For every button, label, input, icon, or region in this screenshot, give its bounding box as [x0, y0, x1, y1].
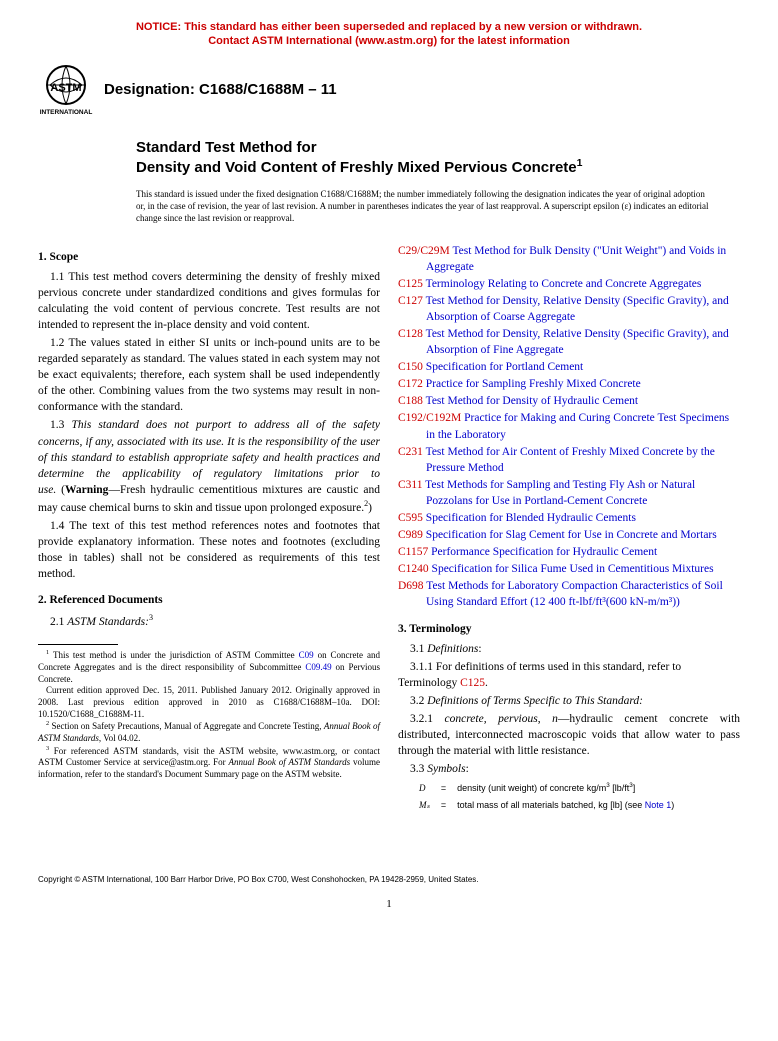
scope-heading: 1. Scope — [38, 249, 380, 265]
reference-entry: C150 Specification for Portland Cement — [398, 359, 740, 375]
symbol-row: D=density (unit weight) of concrete kg/m… — [418, 781, 682, 796]
reference-title[interactable]: Test Method for Density of Hydraulic Cem… — [426, 395, 639, 407]
term-3-1: 3.1 Definitions: — [398, 641, 740, 657]
reference-title[interactable]: Test Method for Density, Relative Densit… — [426, 328, 729, 356]
terminology-heading: 3. Terminology — [398, 621, 740, 637]
refdocs-heading: 2. Referenced Documents — [38, 592, 380, 608]
reference-entry: C989 Specification for Slag Cement for U… — [398, 527, 740, 543]
scope-1-1: 1.1 This test method covers determining … — [38, 269, 380, 333]
reference-code[interactable]: C1240 — [398, 563, 429, 575]
reference-code[interactable]: C989 — [398, 529, 423, 541]
issuance-note: This standard is issued under the fixed … — [136, 188, 740, 224]
reference-title[interactable]: Specification for Silica Fume Used in Ce… — [432, 563, 714, 575]
reference-title[interactable]: Specification for Blended Hydraulic Ceme… — [426, 512, 636, 524]
reference-code[interactable]: C1157 — [398, 546, 428, 558]
reference-code[interactable]: D698 — [398, 580, 424, 592]
reference-title[interactable]: Specification for Portland Cement — [426, 361, 583, 373]
reference-code[interactable]: C172 — [398, 378, 423, 390]
reference-entry: D698 Test Methods for Laboratory Compact… — [398, 578, 740, 610]
note-link[interactable]: Note 1 — [645, 800, 672, 810]
reference-entry: C231 Test Method for Air Content of Fres… — [398, 444, 740, 476]
astm-logo: ASTM INTERNATIONAL — [38, 63, 94, 117]
svg-text:INTERNATIONAL: INTERNATIONAL — [40, 109, 93, 116]
reference-title[interactable]: Test Methods for Laboratory Compaction C… — [426, 580, 723, 608]
title-main: Density and Void Content of Freshly Mixe… — [136, 157, 740, 178]
reference-entry: C595 Specification for Blended Hydraulic… — [398, 510, 740, 526]
reference-list: C29/C29M Test Method for Bulk Density ("… — [398, 243, 740, 611]
refdocs-2-1: 2.1 ASTM Standards:3 — [38, 612, 380, 630]
term-3-2: 3.2 Definitions of Terms Specific to Thi… — [398, 693, 740, 709]
reference-title[interactable]: Test Method for Bulk Density ("Unit Weig… — [426, 245, 726, 273]
symbols-table: D=density (unit weight) of concrete kg/m… — [416, 779, 684, 814]
reference-code[interactable]: C128 — [398, 328, 423, 340]
reference-entry: C127 Test Method for Density, Relative D… — [398, 293, 740, 325]
terminology-link[interactable]: C125 — [460, 677, 485, 689]
designation: Designation: C1688/C1688M – 11 — [104, 81, 337, 98]
reference-title[interactable]: Practice for Making and Curing Concrete … — [426, 412, 729, 440]
symbol-row: Mₛ=total mass of all materials batched, … — [418, 798, 682, 813]
reference-entry: C192/C192M Practice for Making and Curin… — [398, 410, 740, 442]
reference-entry: C188 Test Method for Density of Hydrauli… — [398, 393, 740, 409]
reference-code[interactable]: C311 — [398, 479, 423, 491]
term-3-3: 3.3 Symbols: — [398, 761, 740, 777]
footnote-1: 1 This test method is under the jurisdic… — [38, 649, 380, 685]
reference-code[interactable]: C231 — [398, 446, 423, 458]
body-columns: 1. Scope 1.1 This test method covers det… — [38, 243, 740, 815]
scope-1-2: 1.2 The values stated in either SI units… — [38, 335, 380, 415]
reference-title[interactable]: Terminology Relating to Concrete and Con… — [426, 278, 702, 290]
notice-line-1: NOTICE: This standard has either been su… — [136, 21, 642, 33]
supersession-notice: NOTICE: This standard has either been su… — [38, 20, 740, 49]
reference-code[interactable]: C29/C29M — [398, 245, 450, 257]
reference-entry: C172 Practice for Sampling Freshly Mixed… — [398, 376, 740, 392]
reference-code[interactable]: C127 — [398, 295, 423, 307]
notice-line-2: Contact ASTM International (www.astm.org… — [208, 35, 570, 47]
svg-text:ASTM: ASTM — [50, 82, 81, 94]
committee-link[interactable]: C09 — [299, 650, 314, 660]
title-prefix: Standard Test Method for — [136, 139, 740, 158]
reference-entry: C1240 Specification for Silica Fume Used… — [398, 561, 740, 577]
page: NOTICE: This standard has either been su… — [0, 0, 778, 930]
reference-entry: C128 Test Method for Density, Relative D… — [398, 326, 740, 358]
reference-title[interactable]: Test Methods for Sampling and Testing Fl… — [425, 479, 695, 507]
reference-entry: C311 Test Methods for Sampling and Testi… — [398, 477, 740, 509]
scope-1-4: 1.4 The text of this test method referen… — [38, 518, 380, 582]
reference-code[interactable]: C125 — [398, 278, 423, 290]
footnote-1-edition: Current edition approved Dec. 15, 2011. … — [38, 685, 380, 720]
page-number: 1 — [38, 898, 740, 910]
subcommittee-link[interactable]: C09.49 — [305, 662, 331, 672]
reference-entry: C125 Terminology Relating to Concrete an… — [398, 276, 740, 292]
reference-code[interactable]: C188 — [398, 395, 423, 407]
reference-title[interactable]: Performance Specification for Hydraulic … — [431, 546, 657, 558]
reference-title[interactable]: Specification for Slag Cement for Use in… — [426, 529, 717, 541]
header-row: ASTM INTERNATIONAL Designation: C1688/C1… — [38, 63, 740, 117]
reference-title[interactable]: Test Method for Density, Relative Densit… — [426, 295, 729, 323]
copyright-notice: Copyright © ASTM International, 100 Barr… — [38, 875, 740, 884]
footnote-rule — [38, 644, 118, 645]
reference-title[interactable]: Test Method for Air Content of Freshly M… — [426, 446, 715, 474]
footnote-3: 3 For referenced ASTM standards, visit t… — [38, 745, 380, 781]
reference-entry: C29/C29M Test Method for Bulk Density ("… — [398, 243, 740, 275]
scope-1-3: 1.3 This standard does not purport to ad… — [38, 417, 380, 515]
footnote-2: 2 Section on Safety Precautions, Manual … — [38, 720, 380, 744]
right-column: C29/C29M Test Method for Bulk Density ("… — [398, 243, 740, 815]
reference-title[interactable]: Practice for Sampling Freshly Mixed Conc… — [426, 378, 641, 390]
left-column: 1. Scope 1.1 This test method covers det… — [38, 243, 380, 815]
term-3-1-1: 3.1.1 For definitions of terms used in t… — [398, 659, 740, 691]
reference-code[interactable]: C595 — [398, 512, 423, 524]
reference-entry: C1157 Performance Specification for Hydr… — [398, 544, 740, 560]
reference-code[interactable]: C192/C192M — [398, 412, 461, 424]
term-3-2-1: 3.2.1 concrete, pervious, n—hydraulic ce… — [398, 711, 740, 759]
title-block: Standard Test Method for Density and Voi… — [136, 139, 740, 179]
reference-code[interactable]: C150 — [398, 361, 423, 373]
